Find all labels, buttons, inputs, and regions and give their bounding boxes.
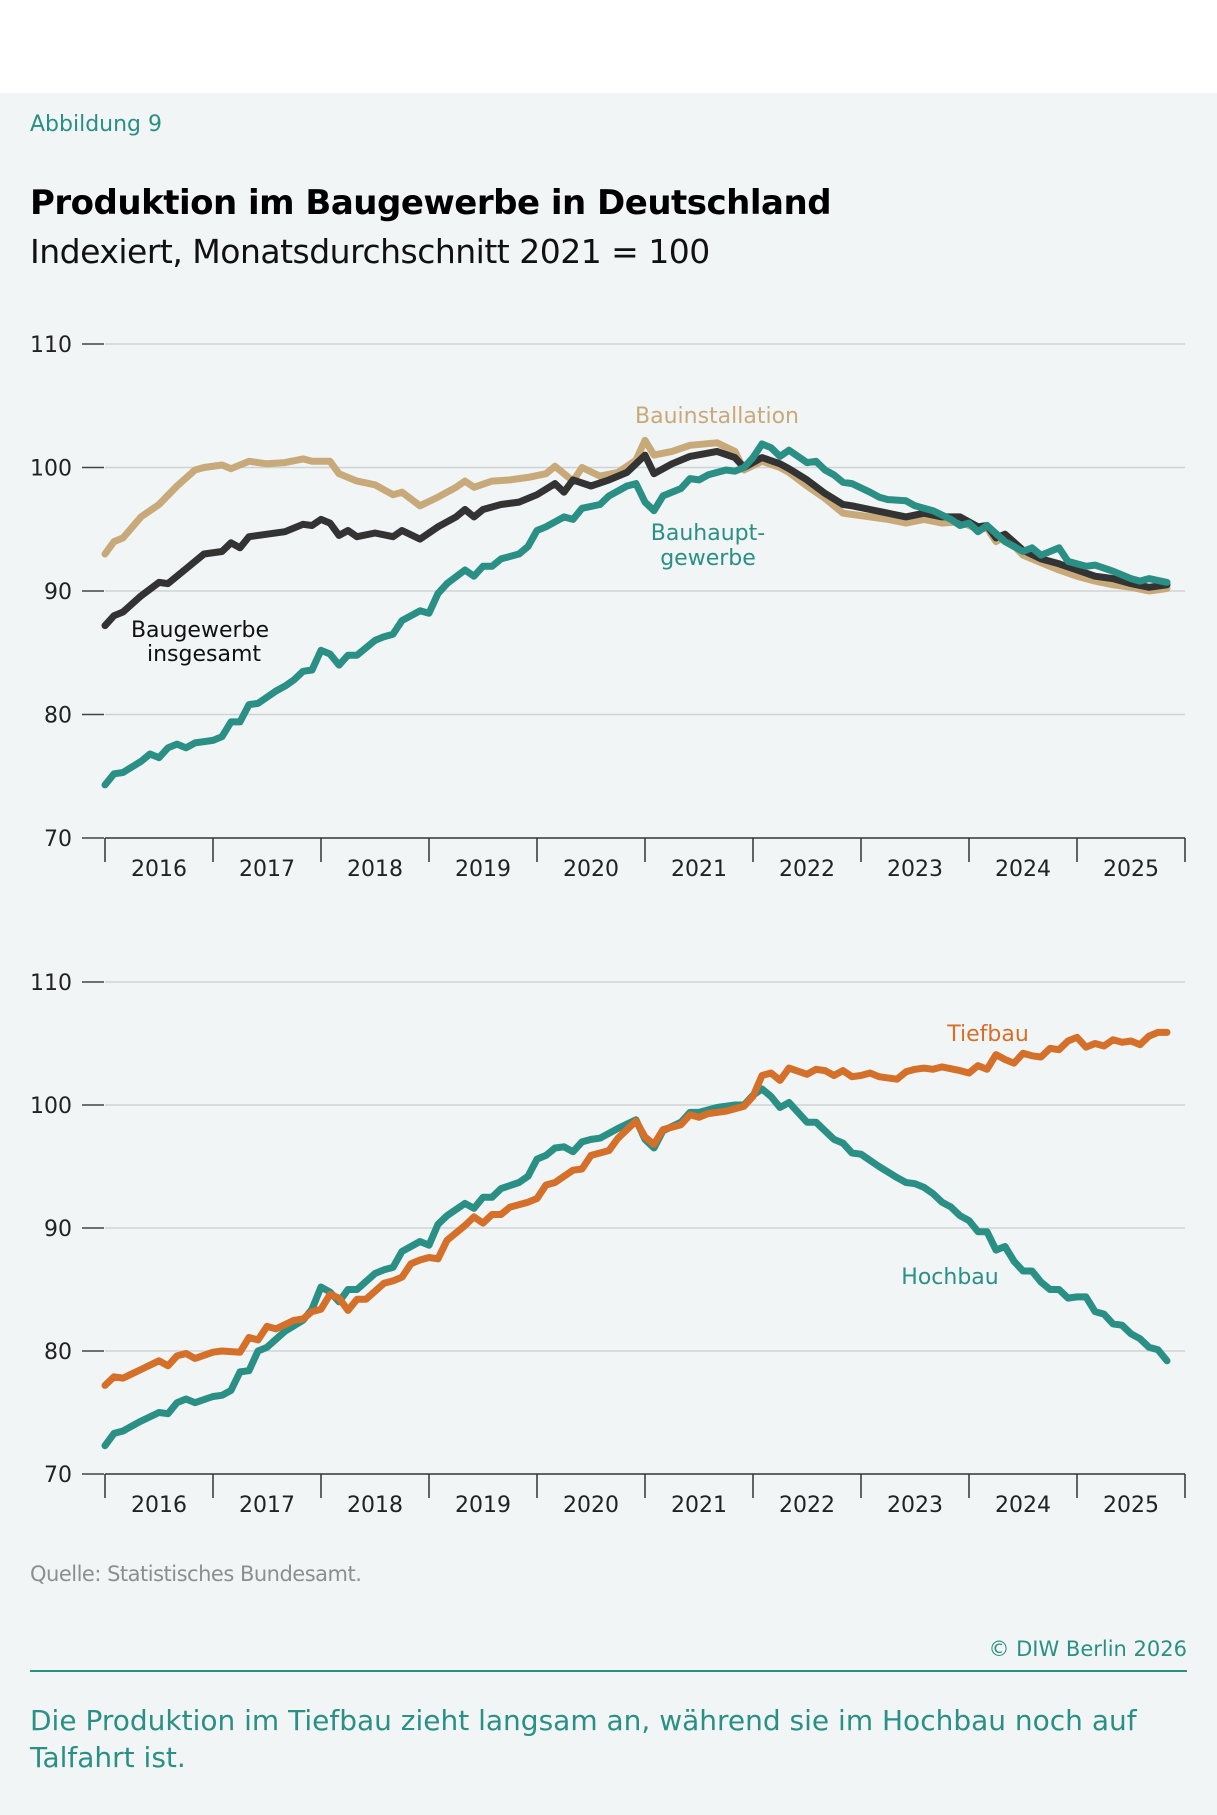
series-baugewerbe-insgesamt (101, 447, 1171, 630)
x-tick-label-2023: 2023 (887, 1493, 943, 1518)
x-tick-label-2025: 2025 (1103, 1493, 1159, 1518)
label-baugewerbe-line1: Baugewerbe (131, 618, 269, 643)
x-tick-label-2017: 2017 (239, 857, 295, 882)
source-note: Quelle: Statistisches Bundesamt. (30, 1562, 362, 1586)
label-baugewerbe-line2: insgesamt (147, 642, 261, 667)
x-tick-label-2020: 2020 (563, 1493, 619, 1518)
copyright: © DIW Berlin 2026 (988, 1637, 1187, 1661)
x-tick-label-2021: 2021 (671, 1493, 727, 1518)
x-tick-label-2025: 2025 (1103, 857, 1159, 882)
x-tick-label-2017: 2017 (239, 1493, 295, 1518)
x-tick-label-2023: 2023 (887, 857, 943, 882)
x-tick-label-2019: 2019 (455, 857, 511, 882)
figure-caption: Die Produktion im Tiefbau zieht langsam … (30, 1704, 1137, 1774)
y-tick-label: 100 (30, 1094, 72, 1119)
chart-bau-overview: 70 80 90 100 110 2016 2017 2018 2019 2020 2021 2022… (30, 333, 1186, 882)
label-hochbau: Hochbau (901, 1265, 998, 1290)
chart-hoch-tiefbau: 70 80 90 100 110 2016 2017 2018 2019 2020 2021 2022… (30, 971, 1186, 1518)
x-tick-label-2022: 2022 (779, 1493, 835, 1518)
figure-number: Abbildung 9 (30, 112, 163, 137)
divider (30, 1670, 1187, 1672)
x-tick-label-2018: 2018 (347, 1493, 403, 1518)
y-tick-label: 70 (44, 827, 72, 852)
figure-panel (0, 93, 1217, 1815)
x-tick-label-2022: 2022 (779, 857, 835, 882)
y-tick-label: 100 (30, 457, 72, 482)
x-tick-label-2021: 2021 (671, 857, 727, 882)
y-tick-label: 90 (44, 580, 72, 605)
y-tick-label: 80 (44, 1340, 72, 1365)
series-hochbau (101, 1085, 1171, 1450)
chart-subtitle: Indexiert, Monatsdurchschnitt 2021 = 100 (30, 232, 710, 271)
x-tick-label-2018: 2018 (347, 857, 403, 882)
chart-title: Produktion im Baugewerbe in Deutschland (30, 183, 832, 223)
series-tiefbau (101, 1028, 1171, 1389)
series-bauhauptgewerbe (101, 440, 1171, 789)
y-tick-label: 110 (30, 971, 72, 996)
y-tick-label: 110 (30, 333, 72, 358)
x-tick-label-2016: 2016 (131, 1493, 187, 1518)
label-bauinstallation: Bauinstallation (635, 404, 799, 429)
x-tick-label-2020: 2020 (563, 857, 619, 882)
label-bauhauptgewerbe-line2: gewerbe (660, 546, 756, 571)
y-tick-label: 90 (44, 1217, 72, 1242)
label-bauhauptgewerbe-line1: Bauhaupt- (651, 521, 765, 546)
x-tick-label-2016: 2016 (131, 857, 187, 882)
label-tiefbau: Tiefbau (946, 1022, 1029, 1047)
x-tick-label-2024: 2024 (995, 1493, 1051, 1518)
y-tick-label: 70 (44, 1463, 72, 1488)
x-tick-label-2024: 2024 (995, 857, 1051, 882)
x-tick-label-2019: 2019 (455, 1493, 511, 1518)
y-tick-label: 80 (44, 704, 72, 729)
